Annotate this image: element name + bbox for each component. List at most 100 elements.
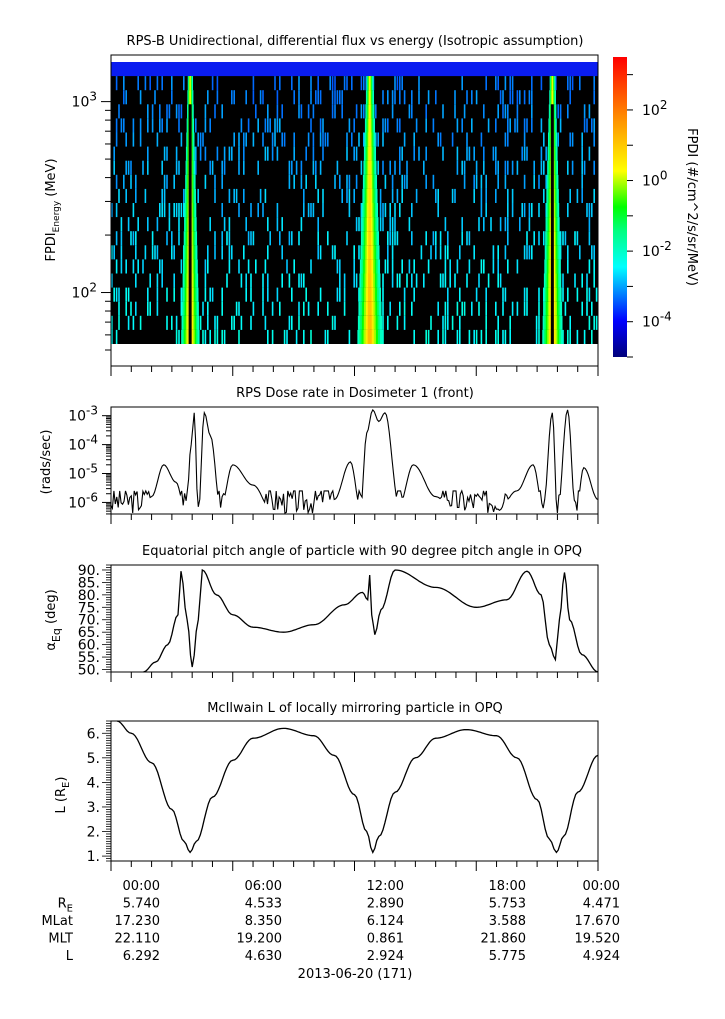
heatmap-band-cell [547,188,549,203]
heatmap-band-cell [553,287,556,302]
heatmap-band-cell [186,203,188,218]
heatmap-cell [468,329,471,344]
heatmap-cell [394,90,396,105]
heatmap-band-cell [363,329,367,344]
heatmap-band-cell [369,76,371,91]
heatmap-cell [425,118,427,133]
heatmap-cell [113,287,115,302]
heatmap-band-cell [194,217,196,232]
pitch-y-axis: 90.85.80.75.70.65.60.55.50. [78,563,111,679]
heatmap-band-cell [191,104,193,119]
heatmap-cell [348,203,351,218]
heatmap-cell [281,245,283,260]
heatmap-cell [264,118,267,133]
heatmap-cell [180,132,183,147]
heatmap-band-cell [548,174,551,189]
dose-y-label: (rads/sec) [39,430,54,495]
heatmap-cell [147,217,149,232]
heatmap-cell [336,287,339,302]
heatmap-cell [221,329,223,344]
heatmap-band-cell [191,287,194,302]
heatmap-band-cell [192,160,194,175]
ephemeris-row-label-0: RE [58,897,73,915]
heatmap-cell [586,273,588,288]
heatmap-cell [593,259,595,274]
heatmap-cell [204,329,207,344]
heatmap-cell [166,104,168,119]
heatmap-cell [358,245,360,260]
heatmap-cell [523,301,526,316]
heatmap-cell [336,259,339,274]
heatmap-cell [204,273,207,288]
heatmap-cell [139,315,142,330]
heatmap-cell [363,132,365,147]
heatmap-band-cell [362,301,365,316]
heatmap-cell [132,132,135,147]
ephemeris-value: 0.861 [367,932,404,947]
heatmap-band-cell [376,217,379,232]
heatmap-cell [387,315,389,330]
heatmap-cell [111,315,113,330]
heatmap-band-cell [557,329,560,344]
heatmap-band-cell [191,188,194,203]
heatmap-cell [312,160,315,175]
heatmap-band-cell [553,160,555,175]
heatmap-band-cell [191,315,194,330]
heatmap-band-cell [554,174,556,189]
heatmap-cell [343,76,346,91]
heatmap-cell [399,146,401,161]
heatmap-cell [113,160,115,175]
heatmap-band-cell [550,104,552,119]
heatmap-cell [159,104,161,119]
heatmap-band-cell [555,203,558,218]
heatmap-cell [516,104,519,119]
heatmap-cell [526,118,528,133]
heatmap-band-cell [182,329,185,344]
heatmap-band-cell [369,76,371,91]
heatmap-band-cell [193,118,195,133]
heatmap-band-cell [549,90,551,105]
heatmap-band-cell [373,301,376,316]
heatmap-cell [526,301,528,316]
heatmap-cell [334,76,336,91]
ephemeris-value: 4.924 [583,949,620,964]
heatmap-cell [480,329,483,344]
heatmap-cell [538,329,540,344]
heatmap-band-cell [556,160,559,175]
heatmap-cell [497,174,499,189]
panel-mcilwain-l: McIlwain L of locally mirroring particle… [54,701,599,871]
heatmap-band-cell [357,315,361,330]
heatmap-cell [355,104,358,119]
heatmap-cell [449,273,451,288]
l-y-axis: 6.5.4.3.2.1. [87,720,111,865]
heatmap-band-cell [367,76,369,91]
heatmap-cell [425,231,427,246]
heatmap-cell [406,160,408,175]
heatmap-cell [495,118,497,133]
heatmap-cell [226,231,228,246]
heatmap-cell [593,132,595,147]
heatmap-band-cell [183,245,185,260]
heatmap-band-cell [553,231,556,246]
heatmap-band-cell [368,132,371,147]
heatmap-cell [492,146,495,161]
heatmap-band-cell [371,217,373,232]
heatmap-cell [168,104,171,119]
heatmap-band-cell [556,203,559,218]
heatmap-cell [583,118,586,133]
heatmap-band-cell [554,118,556,133]
heatmap-cell [497,259,499,274]
heatmap-cell [216,90,219,105]
heatmap-cell [288,315,291,330]
heatmap-band-cell [371,329,375,344]
heatmap-band-cell [546,301,549,316]
heatmap-cell [118,188,120,203]
heatmap-band-cell [554,203,557,218]
heatmap-cell [331,104,334,119]
heatmap-band-cell [371,104,374,119]
l-y-label-sub: E [61,782,72,788]
heatmap-cell [387,118,389,133]
heatmap-cell [113,245,115,260]
heatmap-cell [319,118,322,133]
heatmap-cell [245,90,247,105]
